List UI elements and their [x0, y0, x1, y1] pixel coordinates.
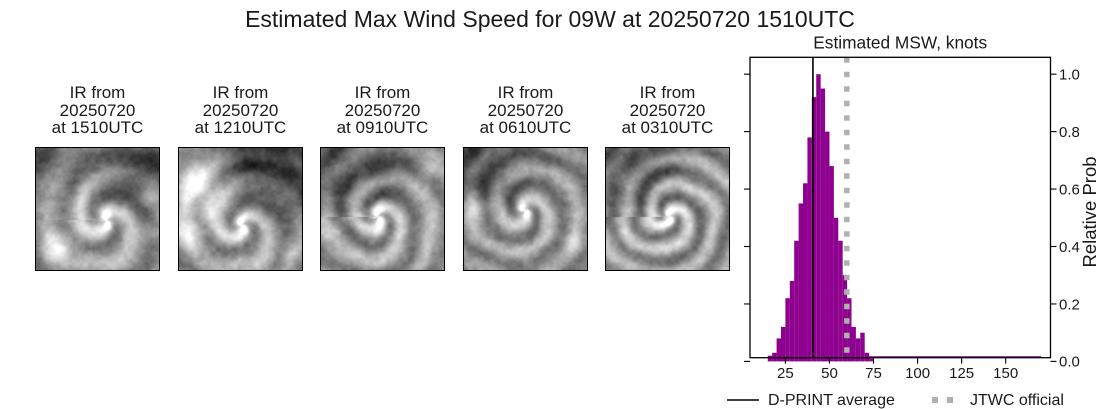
svg-text:50: 50	[821, 365, 838, 382]
svg-text:0.4: 0.4	[1059, 239, 1080, 256]
svg-text:100: 100	[905, 365, 930, 382]
svg-text:25: 25	[777, 365, 794, 382]
svg-text:150: 150	[993, 365, 1018, 382]
svg-text:0.6: 0.6	[1059, 181, 1080, 198]
svg-text:D-PRINT average: D-PRINT average	[768, 392, 895, 409]
svg-text:Estimated MSW, knots: Estimated MSW, knots	[813, 33, 987, 53]
svg-text:0.2: 0.2	[1059, 296, 1080, 313]
svg-text:75: 75	[865, 365, 882, 382]
svg-text:1.0: 1.0	[1059, 67, 1080, 84]
svg-text:JTWC official: JTWC official	[970, 392, 1064, 409]
svg-text:125: 125	[949, 365, 974, 382]
svg-text:Relative Prob: Relative Prob	[1079, 156, 1100, 267]
svg-text:0.0: 0.0	[1059, 354, 1080, 371]
svg-text:0.8: 0.8	[1059, 124, 1080, 141]
